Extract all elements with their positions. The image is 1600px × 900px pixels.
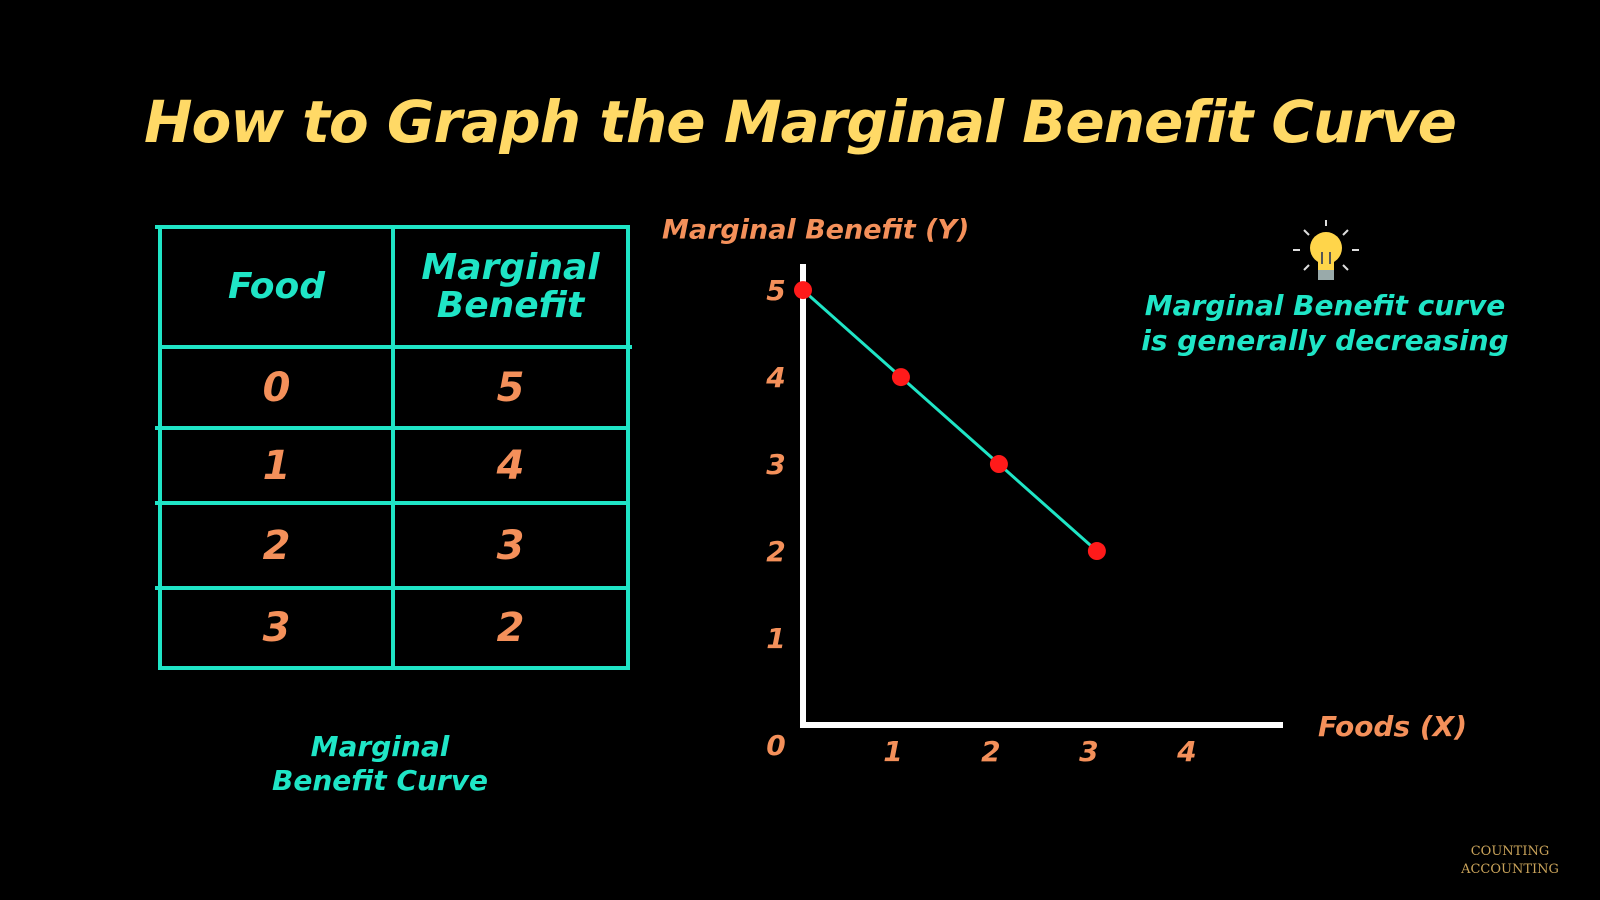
table-cell: 3: [496, 522, 525, 569]
table-cell: 3: [262, 605, 291, 651]
table-header-cell: Marginal Benefit: [421, 247, 600, 326]
data-point: [1087, 542, 1106, 561]
data-point: [891, 368, 910, 387]
x-tick-label: 2: [981, 735, 1000, 768]
x-tick-label: 3: [1079, 735, 1098, 768]
caption: Marginal Benefit Curve: [272, 730, 488, 797]
y-tick-label: 4: [765, 361, 785, 394]
y-tick-label: 2: [766, 535, 785, 568]
table-cell: 4: [496, 442, 525, 489]
y-tick-label: 5: [766, 274, 785, 307]
lightbulb-icon: [1293, 220, 1359, 280]
slide-title: How to Graph the Marginal Benefit Curve: [144, 88, 1457, 156]
table-cell: 2: [262, 522, 291, 569]
logo: COUNTING ACCOUNTING: [1461, 844, 1559, 877]
table-cell: 2: [496, 605, 525, 651]
note: Marginal Benefit curve is generally decr…: [1141, 289, 1509, 357]
table-header-cell: Food: [227, 266, 326, 307]
x-axis-label: Foods (X): [1318, 710, 1467, 743]
table-cell: 5: [496, 364, 525, 411]
data-line: [802, 288, 1098, 553]
data-point: [794, 281, 812, 300]
y-tick-label: 1: [766, 622, 785, 655]
y-axis-label: Marginal Benefit (Y): [662, 215, 969, 246]
y-tick-label: 0: [766, 729, 785, 762]
x-tick-label: 1: [883, 735, 902, 768]
table-grid: [155, 225, 632, 670]
y-tick-label: 3: [766, 448, 785, 481]
axes: [800, 264, 1283, 728]
data-point: [989, 455, 1008, 474]
table-cell: 1: [262, 442, 291, 489]
x-tick-label: 4: [1176, 735, 1196, 768]
table-cell: 0: [262, 364, 291, 411]
